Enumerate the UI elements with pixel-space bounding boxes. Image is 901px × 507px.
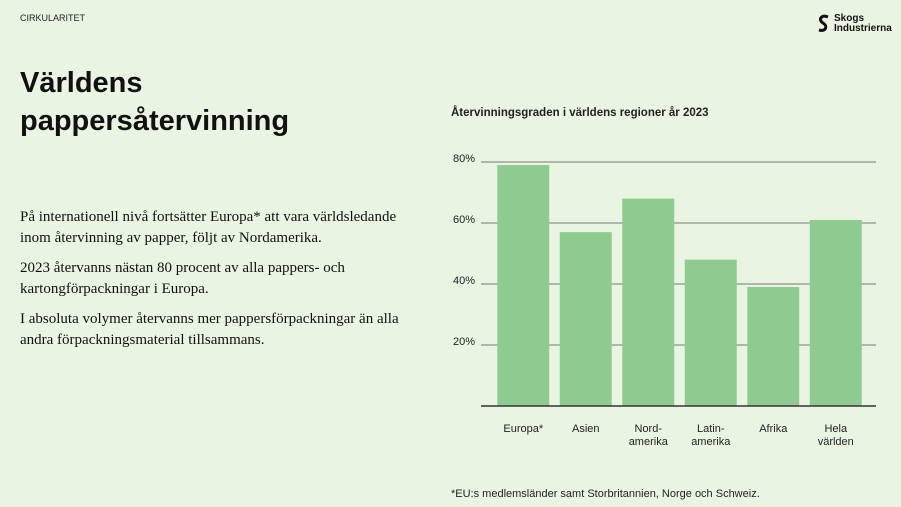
bar — [497, 165, 550, 406]
chart-title: Återvinningsgraden i världens regioner å… — [451, 106, 709, 119]
bar — [622, 198, 675, 406]
paragraph: 2023 återvanns nästan 80 procent av alla… — [20, 260, 345, 297]
paragraph: På internationell nivå fortsätter Europa… — [20, 209, 397, 246]
logo-text: Skogs — [834, 13, 865, 24]
section-label: CIRKULARITET — [20, 13, 86, 23]
slide-title: Världens pappersåtervinning — [20, 64, 289, 140]
y-tick-label: 60% — [453, 214, 475, 226]
bar — [559, 232, 612, 406]
x-tick-label: Latin-amerika — [691, 423, 731, 448]
body-text: På internationell nivå fortsätter Europa… — [20, 207, 400, 360]
y-tick-label: 80% — [453, 153, 475, 165]
y-tick-label: 20% — [453, 336, 475, 348]
x-tick-label: Asien — [572, 423, 600, 435]
logo-icon — [818, 14, 829, 32]
logo-text: Industrierna — [834, 23, 892, 34]
footnote: *EU:s medlemsländer samt Storbritannien,… — [451, 488, 760, 500]
paragraph: I absoluta volymer återvanns mer pappers… — [20, 311, 399, 348]
logo: Skogs Industrierna — [817, 14, 892, 34]
bar — [747, 287, 800, 406]
x-tick-label: Afrika — [759, 423, 788, 435]
x-tick-label: Europa* — [503, 423, 543, 435]
x-tick-label: Hela världen — [818, 423, 854, 448]
bar — [809, 219, 862, 406]
x-tick-label: Nord-amerika — [629, 423, 669, 448]
title-line: Världens — [20, 67, 143, 99]
title-line: pappersåtervinning — [20, 105, 290, 137]
bar — [684, 259, 737, 406]
y-tick-label: 40% — [453, 275, 475, 287]
